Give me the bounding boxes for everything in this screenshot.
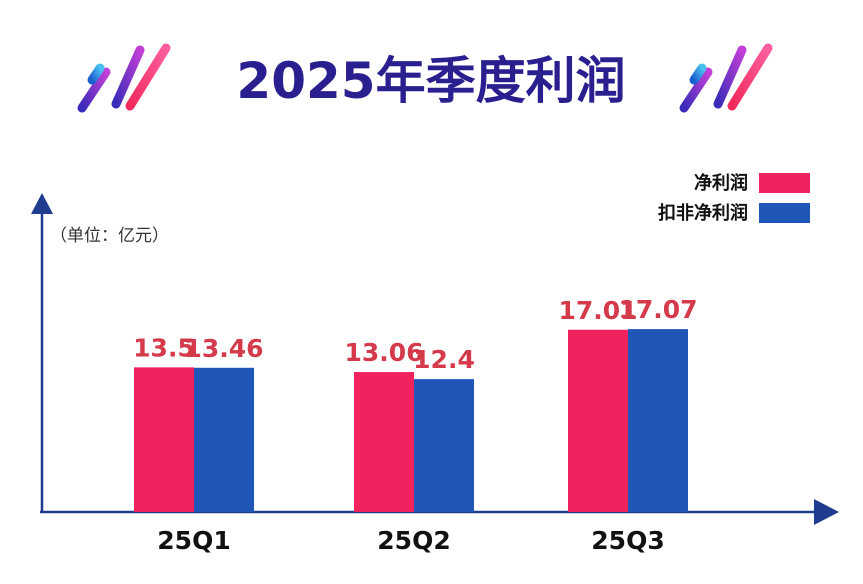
left-decoration-icon xyxy=(77,43,171,113)
value-label-25q1-net-profit: 13.5 xyxy=(133,333,195,362)
category-label-25q2: 25Q2 xyxy=(377,526,450,555)
value-label-25q1-non-gaap-profit: 13.46 xyxy=(184,334,263,363)
bar-25q3-non-gaap-profit xyxy=(628,329,688,512)
x-axis-arrow-icon xyxy=(814,499,839,525)
category-label-25q3: 25Q3 xyxy=(591,526,664,555)
unit-label: （单位：亿元） xyxy=(50,226,169,246)
value-label-25q2-non-gaap-profit: 12.4 xyxy=(413,345,475,374)
legend-swatch-net-profit xyxy=(759,173,810,193)
legend-label-non-gaap-profit: 扣非净利润 xyxy=(658,202,748,224)
bar-25q3-net-profit xyxy=(568,329,628,512)
bar-25q2-net-profit xyxy=(354,372,414,512)
bar-25q1-net-profit xyxy=(134,367,194,512)
legend-swatch-non-gaap-profit xyxy=(759,203,810,223)
page-title: 2025年季度利润 xyxy=(236,52,625,110)
y-axis xyxy=(31,193,53,512)
legend-label-net-profit: 净利润 xyxy=(694,172,748,194)
bar-25q1-non-gaap-profit xyxy=(194,367,254,512)
y-axis-arrow-icon xyxy=(31,193,53,214)
legend: 净利润 扣非净利润 xyxy=(658,172,810,224)
value-label-25q3-non-gaap-profit: 17.07 xyxy=(618,295,697,324)
value-label-25q3-net-profit: 17.01 xyxy=(558,296,637,325)
right-decoration-icon xyxy=(679,43,773,113)
value-label-25q2-net-profit: 13.06 xyxy=(344,338,423,367)
category-label-25q1: 25Q1 xyxy=(157,526,230,555)
bar-25q2-non-gaap-profit xyxy=(414,379,474,512)
